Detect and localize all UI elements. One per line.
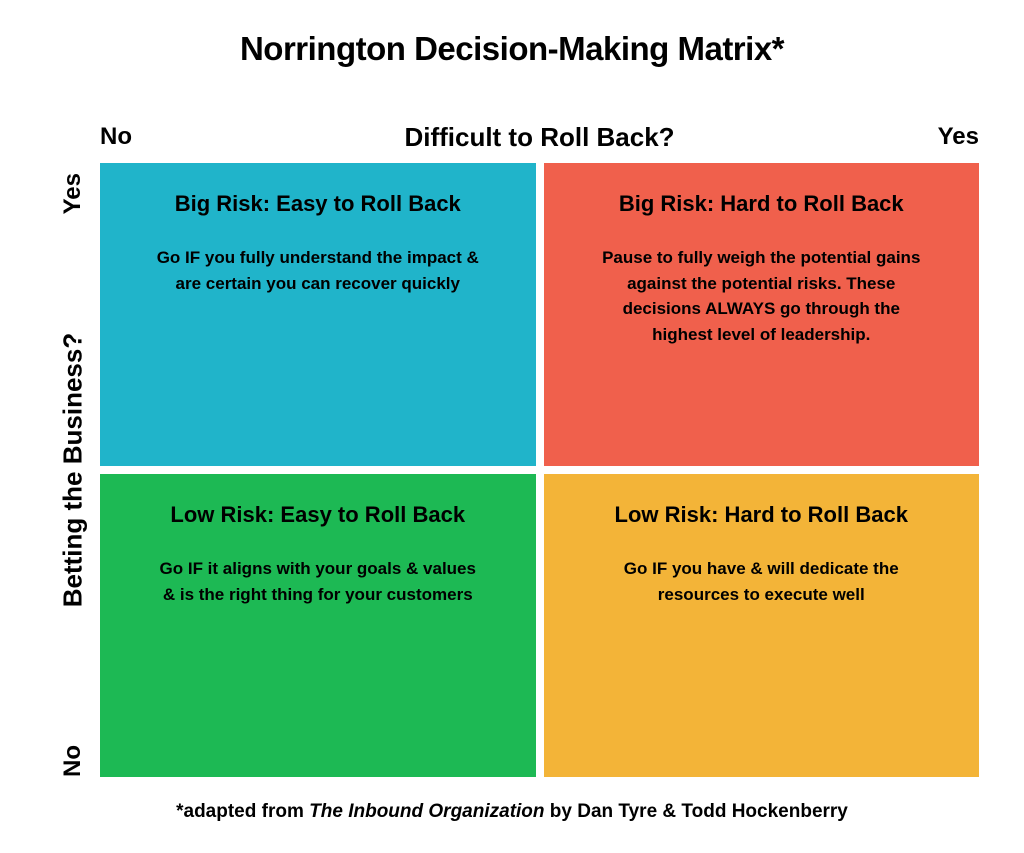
y-axis-label-low: No bbox=[59, 745, 87, 777]
footnote-prefix: *adapted from bbox=[176, 801, 309, 822]
y-axis-label-high: Yes bbox=[59, 173, 87, 214]
footnote: *adapted from The Inbound Organization b… bbox=[45, 801, 979, 823]
quadrant-body: Go IF you have & will dedicate the resou… bbox=[596, 556, 926, 607]
quadrant-body: Pause to fully weigh the potential gains… bbox=[596, 245, 926, 347]
x-axis-label-low: No bbox=[100, 123, 132, 151]
quadrant-top-right: Big Risk: Hard to Roll Back Pause to ful… bbox=[544, 163, 980, 466]
footnote-book: The Inbound Organization bbox=[309, 801, 544, 822]
footnote-suffix: by Dan Tyre & Todd Hockenberry bbox=[545, 801, 848, 822]
matrix-grid: Big Risk: Easy to Roll Back Go IF you fu… bbox=[100, 163, 979, 777]
main-title: Norrington Decision-Making Matrix* bbox=[45, 30, 979, 68]
quadrant-body: Go IF it aligns with your goals & values… bbox=[153, 556, 483, 607]
matrix-body: Yes Betting the Business? No Big Risk: E… bbox=[45, 163, 979, 777]
x-axis-row: No Difficult to Roll Back? Yes bbox=[45, 123, 979, 151]
x-axis-label-high: Yes bbox=[938, 123, 979, 151]
matrix-wrapper: No Difficult to Roll Back? Yes Yes Betti… bbox=[45, 123, 979, 777]
matrix-container: Norrington Decision-Making Matrix* No Di… bbox=[0, 0, 1024, 853]
y-axis: Yes Betting the Business? No bbox=[45, 163, 100, 777]
quadrant-title: Low Risk: Hard to Roll Back bbox=[615, 502, 908, 528]
quadrant-title: Low Risk: Easy to Roll Back bbox=[170, 502, 465, 528]
quadrant-body: Go IF you fully understand the impact & … bbox=[153, 245, 483, 296]
quadrant-bottom-right: Low Risk: Hard to Roll Back Go IF you ha… bbox=[544, 474, 980, 777]
quadrant-bottom-left: Low Risk: Easy to Roll Back Go IF it ali… bbox=[100, 474, 536, 777]
quadrant-top-left: Big Risk: Easy to Roll Back Go IF you fu… bbox=[100, 163, 536, 466]
y-axis-title: Betting the Business? bbox=[57, 333, 88, 607]
x-axis-content: No Difficult to Roll Back? Yes bbox=[100, 123, 979, 151]
x-axis-title: Difficult to Roll Back? bbox=[404, 122, 674, 153]
quadrant-title: Big Risk: Hard to Roll Back bbox=[619, 191, 904, 217]
quadrant-title: Big Risk: Easy to Roll Back bbox=[175, 191, 461, 217]
